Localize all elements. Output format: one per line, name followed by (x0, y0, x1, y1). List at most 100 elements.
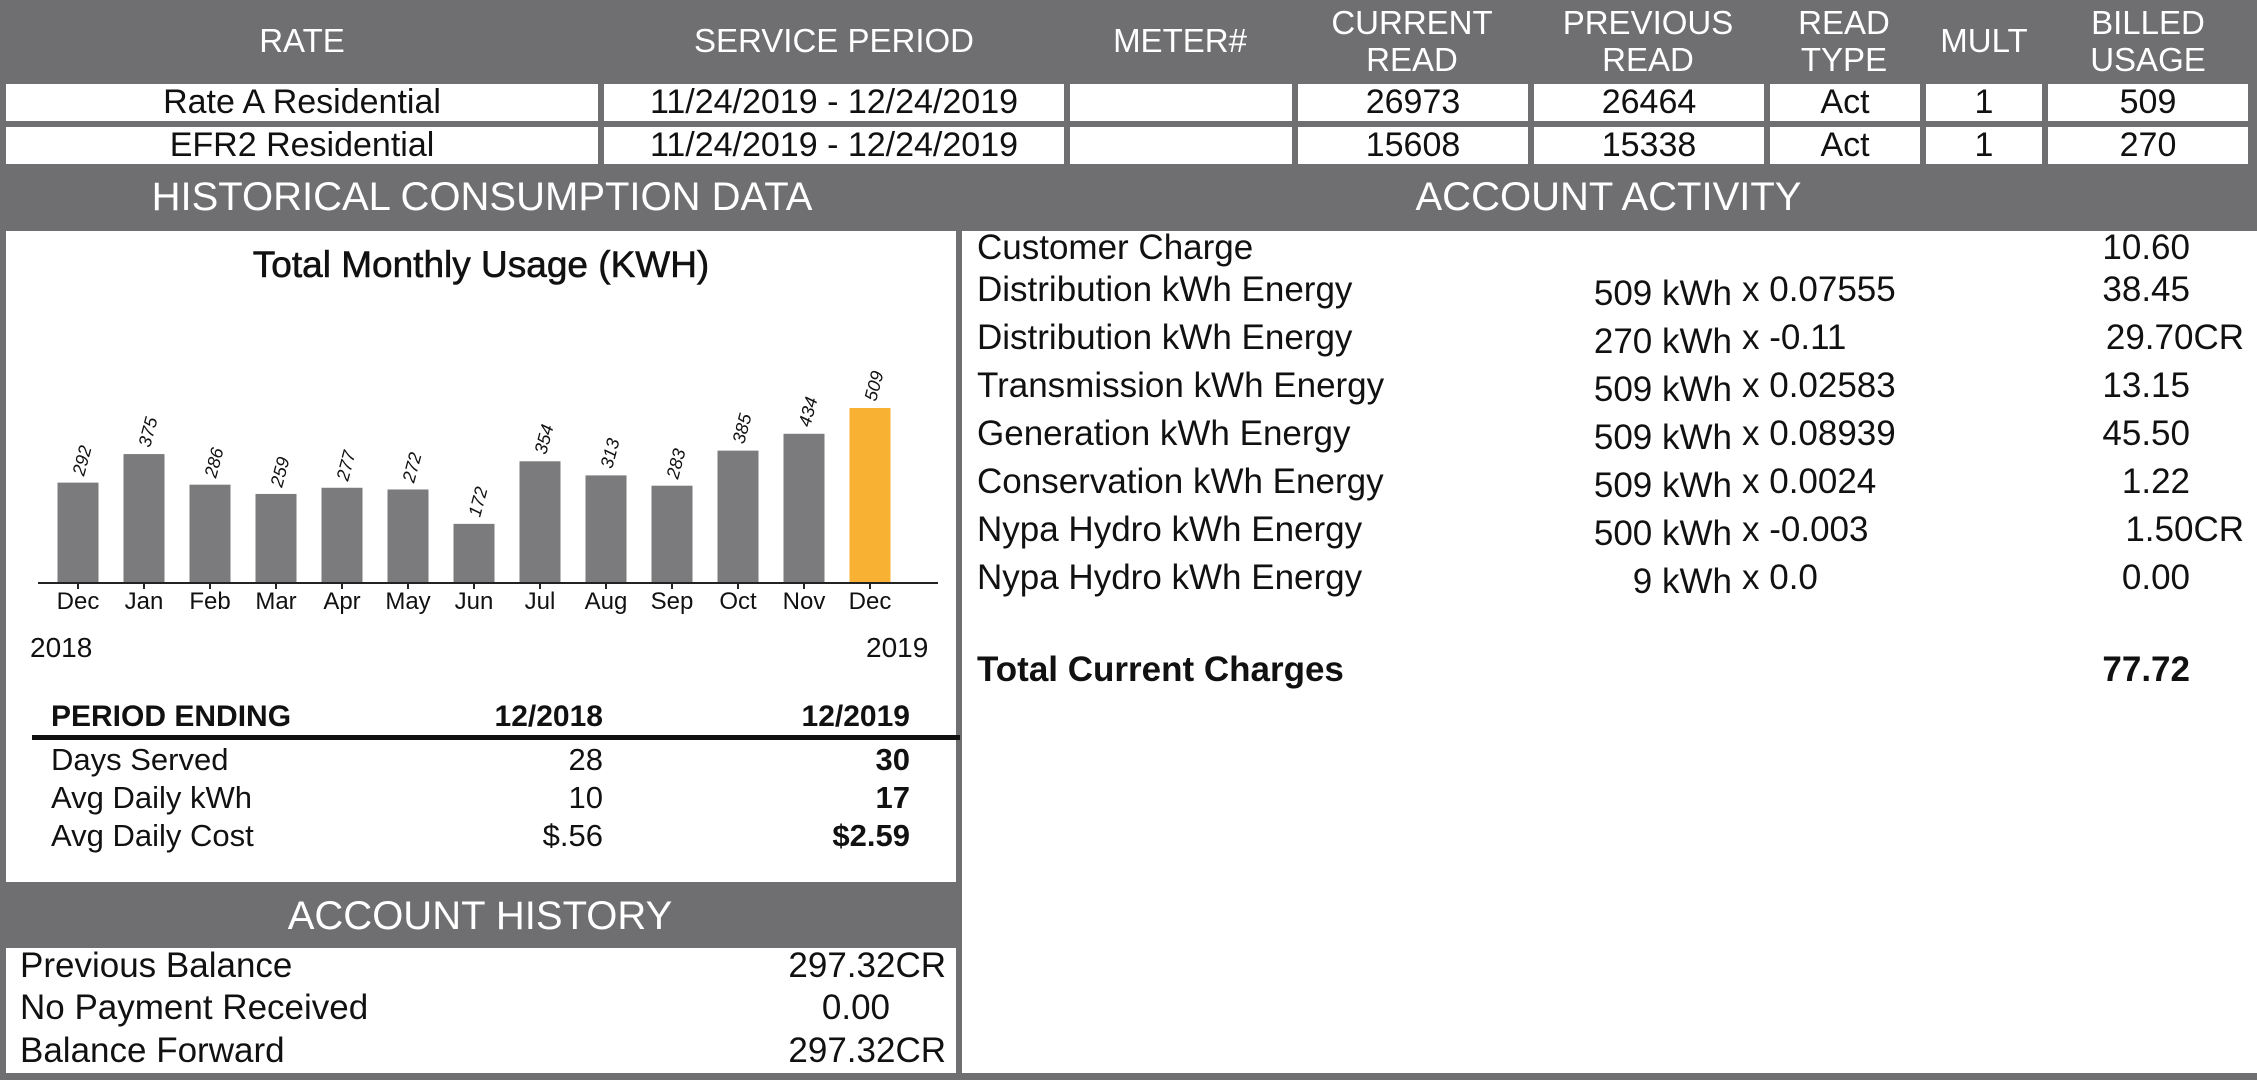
stats-header-col2: 12/2019 (801, 700, 910, 733)
activity-qty: 9 kWh (1632, 562, 1732, 601)
activity-label: Nypa Hydro kWh Energy (977, 510, 1363, 549)
usage-bar (189, 484, 231, 583)
activity-qty: 509 kWh (1593, 274, 1732, 313)
cell-mult: 1 (1926, 127, 2042, 164)
header-mult: MULT (1940, 22, 2028, 59)
x-tick-label: Jul (525, 588, 556, 615)
usage-bar (519, 461, 561, 583)
bar-value-label: 385 (729, 411, 756, 446)
activity-amount: 10.60 (2102, 228, 2190, 267)
activity-amount: 1.22 (2121, 462, 2190, 501)
usage-bar (123, 454, 165, 583)
header-billed-usage-line2: USAGE (2090, 41, 2206, 78)
stats-row-value-2018: $.56 (542, 818, 603, 853)
cell-rate: Rate A Residential (6, 84, 598, 121)
header-billed-usage-line1: BILLED (2091, 4, 2205, 41)
activity-qty: 509 kWh (1593, 466, 1732, 505)
activity-rate: x 0.08939 (1742, 414, 1896, 453)
account-history-band: ACCOUNT HISTORY (287, 894, 673, 938)
chart-title: Total Monthly Usage (KWH) (253, 244, 709, 285)
activity-label: Distribution kWh Energy (977, 270, 1353, 309)
bar-value-label: 313 (597, 436, 624, 470)
header-read-type-line2: TYPE (1800, 41, 1888, 78)
activity-rate: x 0.0 (1742, 558, 1818, 597)
bar-value-label: 259 (266, 455, 293, 490)
account-activity-band: ACCOUNT ACTIVITY (1415, 175, 1802, 219)
stats-row-label: Days Served (51, 742, 229, 777)
cell-billed-usage: 270 (2048, 127, 2248, 164)
history-label: Balance Forward (20, 1031, 285, 1070)
bar-value-label: 434 (795, 395, 822, 429)
usage-bar (783, 433, 825, 583)
history-label: No Payment Received (20, 988, 369, 1027)
bar-value-label: 354 (531, 422, 558, 456)
stats-header-col1: 12/2018 (494, 700, 603, 733)
stats-row-value-2018: 28 (568, 742, 603, 777)
stats-row-label: Avg Daily kWh (51, 780, 252, 815)
stats-row-label: Avg Daily Cost (51, 818, 254, 853)
usage-bar-chart: Total Monthly Usage (KWH) 292 Dec 375 Jan 28… (38, 244, 938, 615)
header-current-read-line1: CURRENT (1331, 4, 1493, 41)
account-history-panel: Previous Balance 297.32CR No Payment Rec… (6, 946, 956, 1073)
activity-rate: x -0.003 (1742, 510, 1869, 549)
x-tick-label: May (385, 588, 430, 615)
total-current-charges-amount: 77.72 (2102, 650, 2190, 689)
cell-read-type: Act (1770, 127, 1920, 164)
activity-amount: 38.45 (2102, 270, 2190, 309)
activity-label: Conservation kWh Energy (977, 462, 1384, 501)
stats-row-value-2019: 17 (875, 780, 910, 815)
bar-value-label: 283 (662, 447, 689, 482)
bar-value-label: 277 (332, 448, 360, 484)
x-tick-label: Nov (783, 588, 826, 615)
year-end-label: 2019 (866, 632, 929, 663)
cell-service-period: 11/24/2019 - 12/24/2019 (604, 84, 1064, 121)
activity-amount: 29.70CR (2105, 318, 2244, 357)
activity-label: Nypa Hydro kWh Energy (977, 558, 1363, 597)
bar-value-label: 292 (68, 443, 95, 478)
account-activity-panel (962, 231, 2257, 1073)
activity-qty: 509 kWh (1593, 418, 1732, 457)
cell-billed-usage: 509 (2048, 84, 2248, 121)
cell-previous-read: 26464 (1534, 84, 1764, 121)
cell-read-type: Act (1770, 84, 1920, 121)
header-billed-usage: BILLED USAGE (2048, 4, 2248, 78)
usage-bar (849, 408, 891, 583)
x-tick-label: Jun (455, 588, 494, 615)
x-tick-label: Dec (57, 588, 100, 615)
cell-meter (1070, 84, 1292, 121)
header-service-period: SERVICE PERIOD (694, 22, 974, 59)
history-label: Previous Balance (20, 946, 293, 985)
header-previous-read-line2: READ (1602, 41, 1694, 78)
cell-previous-read: 15338 (1534, 127, 1764, 164)
total-current-charges-label: Total Current Charges (977, 650, 1344, 689)
historical-consumption-panel: Total Monthly Usage (KWH) 292 Dec 375 Jan 28… (6, 231, 960, 882)
header-current-read: CURRENT READ (1296, 4, 1528, 78)
header-read-type: READ TYPE (1768, 4, 1920, 78)
activity-rate: x 0.02583 (1742, 366, 1896, 405)
x-tick-label: Aug (585, 588, 628, 615)
x-tick-label: Jan (125, 588, 164, 615)
stats-row-value-2019: $2.59 (832, 818, 910, 853)
activity-rate: x 0.0024 (1742, 462, 1877, 501)
cell-current-read: 26973 (1298, 84, 1528, 121)
activity-qty: 270 kWh (1593, 322, 1732, 361)
cell-rate: EFR2 Residential (6, 127, 598, 164)
activity-amount: 13.15 (2102, 366, 2190, 405)
activity-label: Customer Charge (977, 228, 1254, 267)
x-tick-label: Oct (719, 588, 757, 615)
x-tick-label: Dec (849, 588, 892, 615)
activity-amount: 45.50 (2102, 414, 2190, 453)
activity-amount: 1.50CR (2125, 510, 2244, 549)
header-current-read-line2: READ (1366, 41, 1458, 78)
usage-bar (57, 482, 99, 583)
activity-rate: x 0.07555 (1742, 270, 1896, 309)
usage-bar (585, 475, 627, 583)
activity-amount: 0.00 (2121, 558, 2190, 597)
usage-bar (321, 487, 363, 583)
activity-qty: 500 kWh (1593, 514, 1732, 553)
historical-consumption-band: HISTORICAL CONSUMPTION DATA (151, 175, 813, 219)
activity-rate: x -0.11 (1742, 318, 1847, 357)
stats-header-rule (32, 735, 960, 740)
cell-current-read: 15608 (1298, 127, 1528, 164)
